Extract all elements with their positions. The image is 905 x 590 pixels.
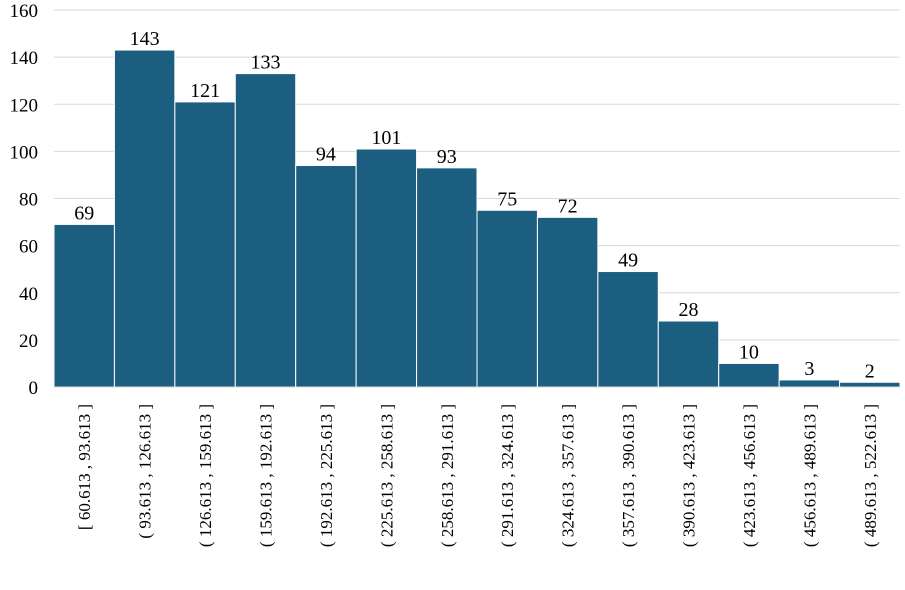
histogram-bar bbox=[778, 379, 841, 388]
bar-value-label: 121 bbox=[190, 80, 220, 102]
histogram-bar bbox=[657, 320, 720, 388]
y-tick-label: 20 bbox=[19, 331, 38, 352]
bar-value-label: 72 bbox=[558, 195, 578, 217]
histogram-bar bbox=[718, 362, 780, 388]
x-tick-label: ( 159.613 , 192.613 ] bbox=[257, 404, 276, 547]
x-tick-label: ( 489.613 , 522.613 ] bbox=[861, 404, 880, 547]
histogram-bar bbox=[53, 223, 115, 388]
histogram-bar bbox=[536, 216, 599, 388]
data-labels: 69 143 121 133 94 101 93 75 72 49 28 10 3 2 bbox=[74, 28, 875, 382]
x-tick-label: ( 423.613 , 456.613 ] bbox=[740, 404, 759, 547]
bar-value-label: 28 bbox=[679, 299, 699, 321]
x-tick-label: ( 324.613 , 357.613 ] bbox=[559, 404, 578, 547]
x-tick-label: ( 390.613 , 423.613 ] bbox=[680, 404, 699, 547]
y-tick-label: 40 bbox=[19, 284, 38, 305]
y-tick-label: 160 bbox=[10, 1, 39, 22]
x-tick-label: ( 357.613 , 390.613 ] bbox=[619, 404, 638, 547]
histogram-bar bbox=[416, 167, 478, 388]
bar-value-label: 69 bbox=[74, 202, 94, 224]
y-tick-label: 120 bbox=[10, 95, 39, 116]
y-tick-label: 140 bbox=[10, 48, 39, 69]
x-axis-ticks: [ 60.613 , 93.613 ] ( 93.613 , 126.613 ] (… bbox=[75, 404, 880, 547]
bar-value-label: 93 bbox=[437, 146, 457, 168]
bar-value-label: 143 bbox=[130, 28, 160, 50]
y-tick-label: 0 bbox=[29, 378, 39, 399]
x-tick-label: ( 126.613 , 159.613 ] bbox=[196, 404, 215, 547]
bar-value-label: 3 bbox=[804, 358, 814, 380]
histogram-bar bbox=[476, 209, 538, 388]
histogram-bar bbox=[355, 148, 418, 388]
x-tick-label: [ 60.613 , 93.613 ] bbox=[75, 404, 94, 530]
histogram-bar bbox=[174, 101, 236, 388]
x-tick-label: ( 192.613 , 225.613 ] bbox=[317, 404, 336, 547]
y-tick-label: 100 bbox=[10, 142, 39, 163]
x-tick-label: ( 93.613 , 126.613 ] bbox=[136, 404, 155, 539]
bar-value-label: 2 bbox=[865, 360, 875, 382]
bars bbox=[53, 49, 901, 388]
histogram-bar bbox=[597, 271, 659, 388]
y-axis-ticks: 0 20 40 60 80 100 120 140 160 bbox=[10, 1, 39, 399]
bar-value-label: 101 bbox=[371, 127, 401, 149]
x-tick-label: ( 258.613 , 291.613 ] bbox=[438, 404, 457, 547]
bar-value-label: 10 bbox=[739, 341, 759, 363]
histogram-bar bbox=[234, 73, 297, 388]
x-tick-label: ( 291.613 , 324.613 ] bbox=[498, 404, 517, 547]
y-tick-label: 60 bbox=[19, 237, 38, 258]
bar-value-label: 94 bbox=[316, 144, 336, 166]
bar-value-label: 133 bbox=[251, 52, 281, 74]
histogram-bar bbox=[113, 49, 176, 388]
histogram-bar bbox=[839, 381, 901, 388]
y-tick-label: 80 bbox=[19, 190, 38, 211]
bar-value-label: 49 bbox=[618, 250, 638, 272]
x-tick-label: ( 456.613 , 489.613 ] bbox=[800, 404, 819, 547]
x-tick-label: ( 225.613 , 258.613 ] bbox=[377, 404, 396, 547]
bar-value-label: 75 bbox=[497, 188, 517, 210]
histogram-bar bbox=[295, 165, 357, 388]
